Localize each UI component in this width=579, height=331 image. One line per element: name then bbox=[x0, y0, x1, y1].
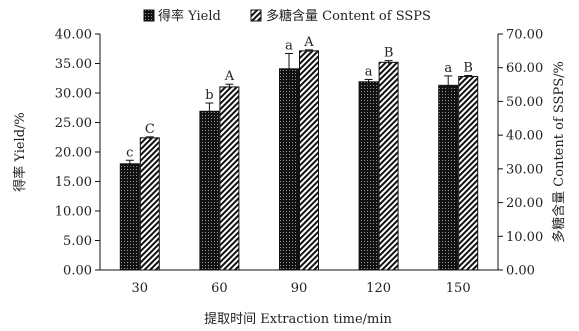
bar-ssps bbox=[219, 86, 240, 271]
bar-ssps bbox=[139, 137, 160, 271]
significance-label: A bbox=[303, 35, 314, 50]
significance-label: c bbox=[126, 145, 133, 160]
y-ticks-left: 0.00 5.00 10.00 15.00 20.00 25.00 30.00 35.00 40… bbox=[55, 28, 100, 279]
x-tick-label: 120 bbox=[366, 281, 391, 296]
y-tick-left-label: 15.00 bbox=[55, 175, 92, 190]
y-tick-left-label: 10.00 bbox=[55, 205, 92, 220]
y-tick-right-label: 30.00 bbox=[506, 162, 543, 177]
legend-label-ssps: 多糖含量 Content of SSPS bbox=[266, 8, 431, 24]
x-tick-label: 150 bbox=[446, 281, 471, 296]
legend-swatch-yield bbox=[143, 9, 155, 22]
y-axis-left-title: 得率 Yield/% bbox=[12, 112, 28, 192]
significance-label: B bbox=[384, 46, 394, 61]
y-ticks-right: 0.00 10.00 20.00 30.00 40.00 50.00 60.00 70.00 bbox=[498, 28, 543, 279]
y-tick-left-label: 5.00 bbox=[63, 234, 92, 249]
bar-yield bbox=[438, 84, 459, 271]
y-tick-left-label: 20.00 bbox=[55, 146, 92, 161]
y-tick-left-label: 35.00 bbox=[55, 57, 92, 72]
x-tick-label: 30 bbox=[132, 281, 149, 296]
legend: 得率 Yield 多糖含量 Content of SSPS bbox=[143, 8, 431, 24]
significance-label: a bbox=[444, 61, 452, 76]
bar-yield bbox=[279, 68, 299, 271]
y-axis-right-title: 多糖含量 Content of SSPS/% bbox=[551, 61, 567, 243]
y-tick-right-label: 10.00 bbox=[506, 230, 543, 245]
y-tick-right-label: 50.00 bbox=[506, 95, 543, 110]
y-tick-left-label: 25.00 bbox=[55, 116, 92, 131]
significance-label: C bbox=[145, 122, 155, 137]
y-tick-left-label: 40.00 bbox=[55, 28, 92, 43]
legend-label-yield: 得率 Yield bbox=[158, 8, 221, 24]
y-tick-left-label: 0.00 bbox=[63, 264, 92, 279]
bar-ssps bbox=[458, 75, 479, 271]
x-ticks: 30 60 90 120 150 bbox=[132, 281, 471, 296]
x-axis-title: 提取时间 Extraction time/min bbox=[204, 311, 392, 327]
significance-label: a bbox=[365, 64, 373, 79]
significance-label: A bbox=[224, 69, 235, 84]
x-tick-label: 90 bbox=[291, 281, 308, 296]
bar-ssps bbox=[299, 50, 319, 271]
significance-label: b bbox=[205, 88, 213, 103]
bar-ssps bbox=[378, 61, 399, 271]
legend-swatch-ssps bbox=[250, 9, 262, 22]
bar-yield bbox=[119, 163, 140, 271]
y-tick-right-label: 40.00 bbox=[506, 129, 543, 144]
bar-yield bbox=[199, 110, 220, 271]
x-tick-label: 60 bbox=[211, 281, 228, 296]
y-tick-left-label: 30.00 bbox=[55, 87, 92, 102]
y-tick-right-label: 20.00 bbox=[506, 196, 543, 211]
y-tick-right-label: 70.00 bbox=[506, 28, 543, 43]
y-tick-right-label: 60.00 bbox=[506, 61, 543, 76]
bar-yield bbox=[358, 81, 379, 271]
significance-label: B bbox=[463, 60, 473, 75]
significance-label: a bbox=[285, 38, 293, 53]
y-tick-right-label: 0.00 bbox=[506, 264, 535, 279]
